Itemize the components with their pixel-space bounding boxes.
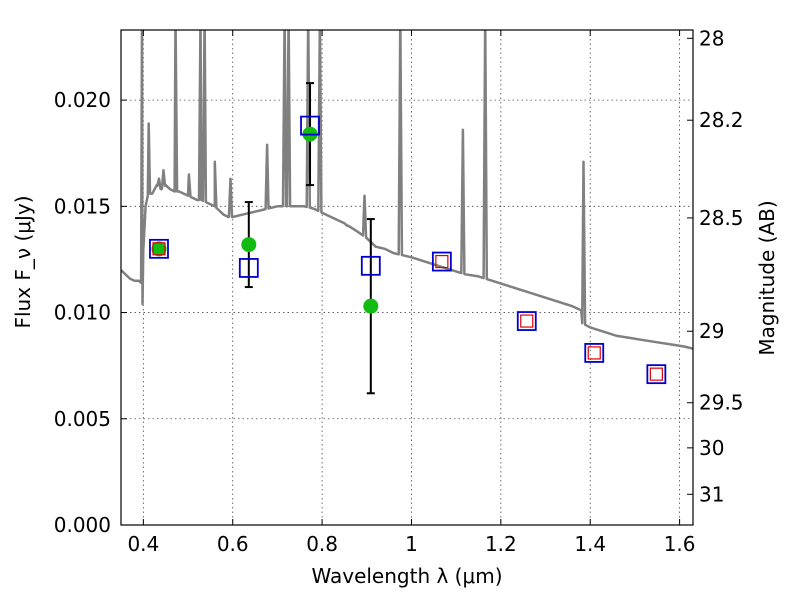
y-tick-label: 0.020 [54,88,111,112]
magnitude-tick-label: 29.5 [699,391,744,415]
marker-layer [149,82,667,395]
magnitude-axis-title: Magnitude (AB) [755,200,779,355]
x-tick-label: 1.4 [574,532,606,556]
model-inner-box [587,346,601,360]
x-tick-label: 0.8 [306,532,338,556]
y-tick-label: 0.000 [54,513,111,537]
grid-layer [121,30,693,525]
model-point [360,255,381,276]
template-spectrum-line [121,30,693,350]
magnitude-tick-label: 28 [699,26,724,50]
y-tick-label: 0.005 [54,407,111,431]
magnitude-tick-label: 29 [699,319,724,343]
x-tick-label: 1 [405,532,418,556]
model-point [516,311,537,331]
magnitude-tick-label: 31 [699,482,724,506]
y-tick-label: 0.010 [54,301,111,325]
x-tick-label: 0.6 [217,532,249,556]
plot-frame [120,29,694,526]
magnitude-tick-label: 30 [699,436,724,460]
x-axis-ticks: 0.4 0.6 0.8 1 1.2 1.4 1.6 [127,30,696,556]
magnitude-axis-ticks: 28 28.2 28.5 29 29.5 30 31 [687,26,744,506]
model-point [431,251,452,272]
y-tick-label: 0.015 [54,194,111,218]
magnitude-tick-label: 28.5 [699,206,744,230]
x-tick-label: 0.4 [127,532,159,556]
model-inner-box [152,242,166,256]
model-inner-box [649,367,663,381]
model-point [149,238,169,259]
observed-point [241,237,257,253]
y-axis-ticks: 0.000 0.005 0.010 0.015 0.020 [54,88,127,537]
template-spectrum [121,30,693,350]
x-tick-label: 1.2 [485,532,517,556]
model-point [238,258,259,278]
model-point [584,343,605,363]
observed-point [151,241,167,257]
observed-point [363,298,379,314]
x-tick-label: 1.6 [664,532,696,556]
y-axis-title: Flux F_ν (μJy) [11,195,35,328]
model-inner-box [435,254,449,269]
plot-area [121,30,693,395]
model-inner-box [520,314,534,328]
model-point [300,115,320,136]
x-axis-title: Wavelength λ (μm) [311,564,502,588]
magnitude-tick-label: 28.2 [699,108,744,132]
model-point [646,364,667,385]
